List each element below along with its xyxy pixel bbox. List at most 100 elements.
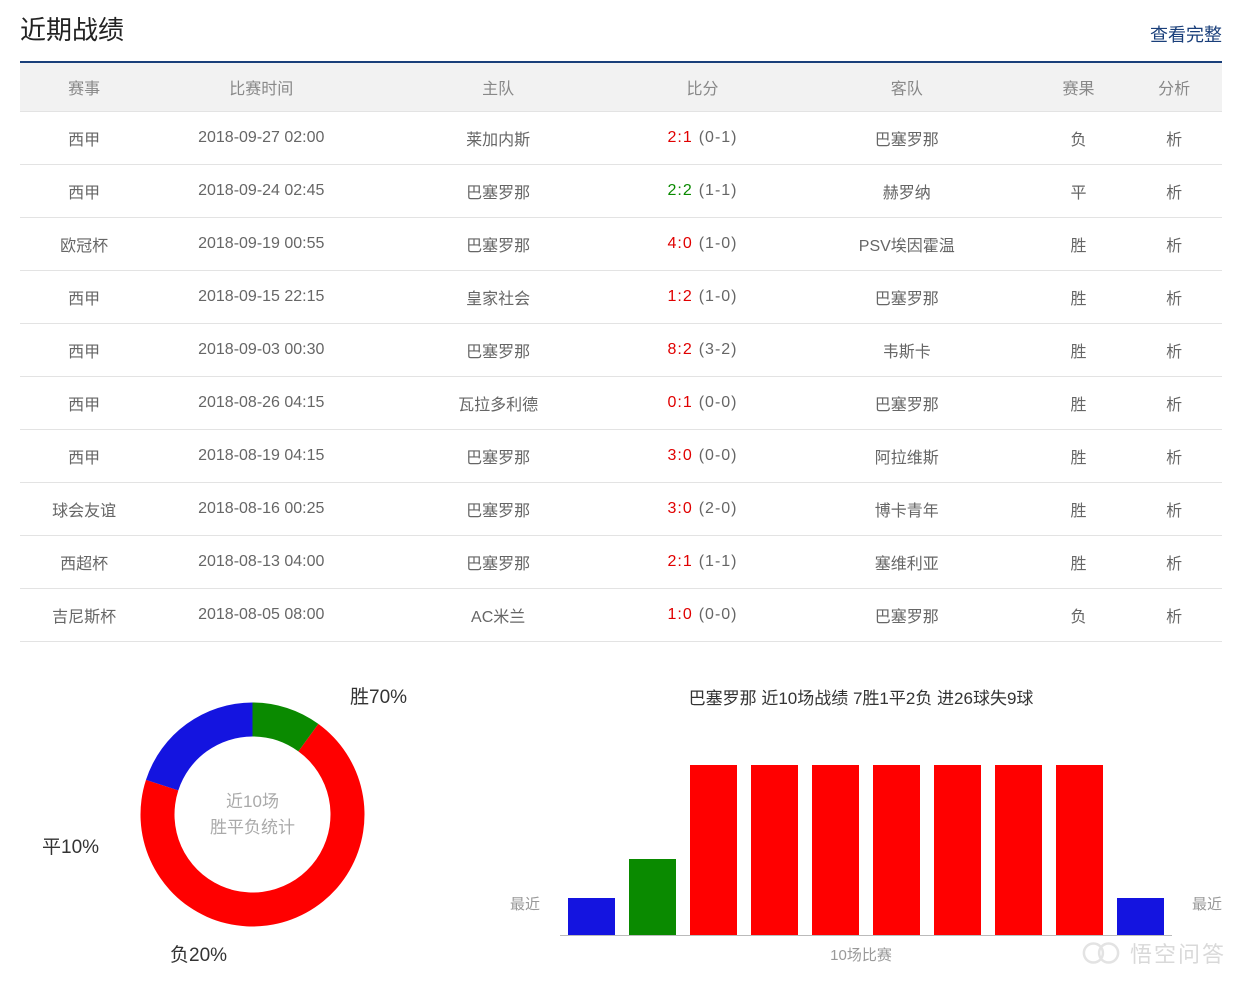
competition-cell[interactable]: 西甲 xyxy=(20,165,148,218)
table-row: 西超杯2018-08-13 04:00巴塞罗那2:1(1-1)塞维利亚胜析 xyxy=(20,536,1222,589)
competition-cell[interactable]: 球会友谊 xyxy=(20,483,148,536)
home-team-cell[interactable]: 巴塞罗那 xyxy=(374,218,622,271)
bar-loss xyxy=(568,898,615,935)
home-team-cell[interactable]: 巴塞罗那 xyxy=(374,324,622,377)
watermark: 悟空问答 xyxy=(1082,937,1226,969)
score-cell: 1:2(1-0) xyxy=(622,271,783,324)
competition-cell[interactable]: 西超杯 xyxy=(20,536,148,589)
analysis-link[interactable]: 析 xyxy=(1126,536,1222,589)
donut-center-line2: 胜平负统计 xyxy=(210,815,295,841)
col-header-home: 主队 xyxy=(374,62,622,112)
away-team-cell[interactable]: 巴塞罗那 xyxy=(783,112,1031,165)
analysis-link[interactable]: 析 xyxy=(1126,165,1222,218)
competition-cell[interactable]: 吉尼斯杯 xyxy=(20,589,148,642)
home-team-cell[interactable]: AC米兰 xyxy=(374,589,622,642)
score-cell: 3:0(0-0) xyxy=(622,430,783,483)
result-cell: 平 xyxy=(1031,165,1127,218)
time-cell: 2018-08-26 04:15 xyxy=(148,377,374,430)
col-header-score: 比分 xyxy=(622,62,783,112)
away-team-cell[interactable]: 塞维利亚 xyxy=(783,536,1031,589)
home-team-cell[interactable]: 巴塞罗那 xyxy=(374,536,622,589)
competition-cell[interactable]: 西甲 xyxy=(20,112,148,165)
analysis-link[interactable]: 析 xyxy=(1126,112,1222,165)
table-row: 西甲2018-08-26 04:15瓦拉多利德0:1(0-0)巴塞罗那胜析 xyxy=(20,377,1222,430)
table-row: 西甲2018-09-24 02:45巴塞罗那2:2(1-1)赫罗纳平析 xyxy=(20,165,1222,218)
away-team-cell[interactable]: PSV埃因霍温 xyxy=(783,218,1031,271)
score-cell: 1:0(0-0) xyxy=(622,589,783,642)
away-team-cell[interactable]: 巴塞罗那 xyxy=(783,589,1031,642)
analysis-link[interactable]: 析 xyxy=(1126,377,1222,430)
bar-win xyxy=(995,765,1042,935)
score-cell: 0:1(0-0) xyxy=(622,377,783,430)
charts-row: 近10场 胜平负统计 胜70% 平10% 负20% 巴塞罗那 近10场战绩 7胜… xyxy=(20,682,1222,972)
table-row: 欧冠杯2018-09-19 00:55巴塞罗那4:0(1-0)PSV埃因霍温胜析 xyxy=(20,218,1222,271)
table-row: 球会友谊2018-08-16 00:25巴塞罗那3:0(2-0)博卡青年胜析 xyxy=(20,483,1222,536)
table-row: 西甲2018-08-19 04:15巴塞罗那3:0(0-0)阿拉维斯胜析 xyxy=(20,430,1222,483)
bar-win xyxy=(690,765,737,935)
section-title: 近期战绩 xyxy=(20,10,124,47)
bar-draw xyxy=(629,859,676,936)
time-cell: 2018-09-03 00:30 xyxy=(148,324,374,377)
result-cell: 胜 xyxy=(1031,218,1127,271)
time-cell: 2018-09-27 02:00 xyxy=(148,112,374,165)
donut-chart: 近10场 胜平负统计 胜70% 平10% 负20% xyxy=(20,682,500,972)
away-team-cell[interactable]: 赫罗纳 xyxy=(783,165,1031,218)
time-cell: 2018-08-16 00:25 xyxy=(148,483,374,536)
donut-center-label: 近10场 胜平负统计 xyxy=(140,702,365,927)
score-cell: 2:1(0-1) xyxy=(622,112,783,165)
table-row: 西甲2018-09-15 22:15皇家社会1:2(1-0)巴塞罗那胜析 xyxy=(20,271,1222,324)
analysis-link[interactable]: 析 xyxy=(1126,324,1222,377)
recent-matches-table: 赛事比赛时间主队比分客队赛果分析 西甲2018-09-27 02:00莱加内斯2… xyxy=(20,61,1222,642)
analysis-link[interactable]: 析 xyxy=(1126,483,1222,536)
table-row: 西甲2018-09-03 00:30巴塞罗那8:2(3-2)韦斯卡胜析 xyxy=(20,324,1222,377)
view-all-link[interactable]: 查看完整 xyxy=(1150,21,1222,47)
score-cell: 3:0(2-0) xyxy=(622,483,783,536)
time-cell: 2018-09-15 22:15 xyxy=(148,271,374,324)
donut-label-loss: 负20% xyxy=(170,940,227,967)
col-header-competition: 赛事 xyxy=(20,62,148,112)
donut-center-line1: 近10场 xyxy=(226,789,279,815)
away-team-cell[interactable]: 韦斯卡 xyxy=(783,324,1031,377)
score-cell: 4:0(1-0) xyxy=(622,218,783,271)
time-cell: 2018-09-24 02:45 xyxy=(148,165,374,218)
analysis-link[interactable]: 析 xyxy=(1126,218,1222,271)
home-team-cell[interactable]: 瓦拉多利德 xyxy=(374,377,622,430)
home-team-cell[interactable]: 皇家社会 xyxy=(374,271,622,324)
away-team-cell[interactable]: 巴塞罗那 xyxy=(783,377,1031,430)
analysis-link[interactable]: 析 xyxy=(1126,589,1222,642)
analysis-link[interactable]: 析 xyxy=(1126,430,1222,483)
result-cell: 胜 xyxy=(1031,483,1127,536)
donut-label-win: 胜70% xyxy=(350,682,407,709)
donut-label-draw: 平10% xyxy=(42,832,99,859)
time-cell: 2018-09-19 00:55 xyxy=(148,218,374,271)
away-team-cell[interactable]: 巴塞罗那 xyxy=(783,271,1031,324)
competition-cell[interactable]: 西甲 xyxy=(20,324,148,377)
score-cell: 2:1(1-1) xyxy=(622,536,783,589)
competition-cell[interactable]: 西甲 xyxy=(20,271,148,324)
bar-win xyxy=(873,765,920,935)
away-team-cell[interactable]: 博卡青年 xyxy=(783,483,1031,536)
home-team-cell[interactable]: 巴塞罗那 xyxy=(374,430,622,483)
bar-loss xyxy=(1117,898,1164,935)
home-team-cell[interactable]: 巴塞罗那 xyxy=(374,165,622,218)
bar-chart: 巴塞罗那 近10场战绩 7胜1平2负 进26球失9球 最近 最近 10场比赛 xyxy=(500,682,1222,972)
bar-axis-left-label: 最近 xyxy=(510,893,540,914)
analysis-link[interactable]: 析 xyxy=(1126,271,1222,324)
watermark-icon xyxy=(1082,941,1120,965)
home-team-cell[interactable]: 莱加内斯 xyxy=(374,112,622,165)
score-cell: 2:2(1-1) xyxy=(622,165,783,218)
time-cell: 2018-08-13 04:00 xyxy=(148,536,374,589)
bar-win xyxy=(751,765,798,935)
result-cell: 胜 xyxy=(1031,377,1127,430)
competition-cell[interactable]: 西甲 xyxy=(20,430,148,483)
home-team-cell[interactable]: 巴塞罗那 xyxy=(374,483,622,536)
bar-win xyxy=(1056,765,1103,935)
table-row: 吉尼斯杯2018-08-05 08:00AC米兰1:0(0-0)巴塞罗那负析 xyxy=(20,589,1222,642)
table-row: 西甲2018-09-27 02:00莱加内斯2:1(0-1)巴塞罗那负析 xyxy=(20,112,1222,165)
competition-cell[interactable]: 西甲 xyxy=(20,377,148,430)
competition-cell[interactable]: 欧冠杯 xyxy=(20,218,148,271)
watermark-text: 悟空问答 xyxy=(1130,937,1226,969)
bar-win xyxy=(934,765,981,935)
away-team-cell[interactable]: 阿拉维斯 xyxy=(783,430,1031,483)
col-header-time: 比赛时间 xyxy=(148,62,374,112)
